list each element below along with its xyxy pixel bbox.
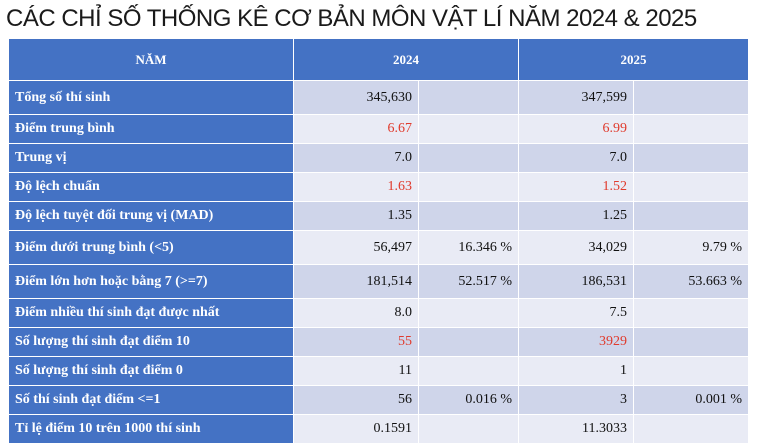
percent-2024: 0.016 %	[418, 385, 519, 415]
value-2025: 11.3033	[518, 414, 634, 444]
table-row: Số thí sinh đạt điểm <=1 56 0.016 % 3 0.001 …	[8, 385, 749, 415]
percent-2025	[633, 414, 749, 444]
value-2024: 1.35	[293, 201, 419, 231]
percent-2025: 9.79 %	[633, 230, 749, 265]
table-row: Tổng số thí sinh 345,630 347,599	[8, 80, 749, 115]
row-label: Độ lệch chuẩn	[8, 172, 294, 202]
value-2024: 55	[293, 327, 419, 357]
table-row: Điểm nhiều thí sinh đạt được nhất 8.0 7.5	[8, 298, 749, 328]
statistics-table: NĂM 2024 2025 Tổng số thí sinh 345,630 347…	[8, 38, 749, 444]
value-2025: 1.25	[518, 201, 634, 231]
table-row: Điểm lớn hơn hoặc bằng 7 (>=7) 181,514 52.…	[8, 264, 749, 299]
table-row: Trung vị 7.0 7.0	[8, 143, 749, 173]
percent-2024: 52.517 %	[418, 264, 519, 299]
percent-2024	[418, 356, 519, 386]
value-2025: 347,599	[518, 80, 634, 115]
value-2024: 1.63	[293, 172, 419, 202]
value-2024: 11	[293, 356, 419, 386]
percent-2024	[418, 201, 519, 231]
percent-2024	[418, 298, 519, 328]
row-label: Tỉ lệ điểm 10 trên 1000 thí sinh	[8, 414, 294, 444]
percent-2025	[633, 356, 749, 386]
percent-2025	[633, 298, 749, 328]
value-2024: 345,630	[293, 80, 419, 115]
row-label: Điểm nhiều thí sinh đạt được nhất	[8, 298, 294, 328]
percent-2025	[633, 114, 749, 144]
value-2024: 0.1591	[293, 414, 419, 444]
percent-2024	[418, 414, 519, 444]
row-label: Số thí sinh đạt điểm <=1	[8, 385, 294, 415]
value-2025: 1.52	[518, 172, 634, 202]
value-2025: 7.5	[518, 298, 634, 328]
row-label: Tổng số thí sinh	[8, 80, 294, 115]
row-label: Điểm lớn hơn hoặc bằng 7 (>=7)	[8, 264, 294, 299]
value-2025: 34,029	[518, 230, 634, 265]
table-row: Tỉ lệ điểm 10 trên 1000 thí sinh 0.1591 11…	[8, 414, 749, 444]
table-header-row: NĂM 2024 2025	[8, 38, 749, 81]
percent-2024	[418, 114, 519, 144]
percent-2025	[633, 201, 749, 231]
percent-2024: 16.346 %	[418, 230, 519, 265]
percent-2025	[633, 143, 749, 173]
row-label: Trung vị	[8, 143, 294, 173]
header-year: NĂM	[8, 38, 294, 81]
percent-2024	[418, 172, 519, 202]
percent-2024	[418, 80, 519, 115]
row-label: Độ lệch tuyệt đối trung vị (MAD)	[8, 201, 294, 231]
table-row: Độ lệch chuẩn 1.63 1.52	[8, 172, 749, 202]
value-2024: 7.0	[293, 143, 419, 173]
percent-2025	[633, 327, 749, 357]
value-2024: 181,514	[293, 264, 419, 299]
row-label: Điểm dưới trung bình (<5)	[8, 230, 294, 265]
row-label: Số lượng thí sinh đạt điểm 10	[8, 327, 294, 357]
percent-2025: 53.663 %	[633, 264, 749, 299]
value-2024: 8.0	[293, 298, 419, 328]
percent-2025: 0.001 %	[633, 385, 749, 415]
percent-2025	[633, 172, 749, 202]
table-row: Độ lệch tuyệt đối trung vị (MAD) 1.35 1.25	[8, 201, 749, 231]
page-title: CÁC CHỈ SỐ THỐNG KÊ CƠ BẢN MÔN VẬT LÍ NĂ…	[6, 5, 697, 32]
value-2025: 3	[518, 385, 634, 415]
value-2025: 1	[518, 356, 634, 386]
value-2025: 186,531	[518, 264, 634, 299]
header-2025: 2025	[518, 38, 749, 81]
value-2025: 3929	[518, 327, 634, 357]
header-2024: 2024	[293, 38, 519, 81]
table-row: Số lượng thí sinh đạt điểm 0 11 1	[8, 356, 749, 386]
row-label: Số lượng thí sinh đạt điểm 0	[8, 356, 294, 386]
value-2025: 6.99	[518, 114, 634, 144]
percent-2024	[418, 143, 519, 173]
percent-2024	[418, 327, 519, 357]
table-row: Điểm trung bình 6.67 6.99	[8, 114, 749, 144]
value-2024: 56	[293, 385, 419, 415]
value-2024: 56,497	[293, 230, 419, 265]
row-label: Điểm trung bình	[8, 114, 294, 144]
table-row: Điểm dưới trung bình (<5) 56,497 16.346 % 3…	[8, 230, 749, 265]
percent-2025	[633, 80, 749, 115]
value-2025: 7.0	[518, 143, 634, 173]
value-2024: 6.67	[293, 114, 419, 144]
table-row: Số lượng thí sinh đạt điểm 10 55 3929	[8, 327, 749, 357]
